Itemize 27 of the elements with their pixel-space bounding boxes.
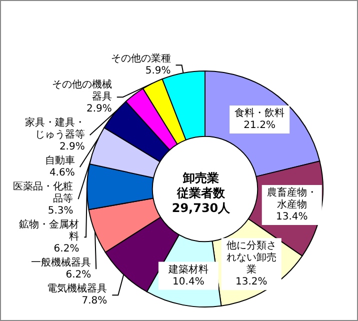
data-label: 5.9% (145, 66, 171, 77)
slice-label: 医薬品・化粧品等 (13, 180, 74, 205)
slice-label: 建築材料 (167, 263, 208, 276)
slice-label: 他に分類されない卸売業 (226, 240, 276, 276)
text: 29,730人 (172, 201, 232, 215)
slice-label: 一般機械器具 (31, 256, 92, 269)
slice-label: 食料・飲料 (234, 107, 285, 120)
data-label: 2.9% (59, 142, 85, 153)
slice-label: 農畜産物・水産物 (266, 186, 317, 211)
data-label: 7.8% (82, 296, 108, 307)
slice-label: その他の機械器具 (52, 78, 112, 103)
data-label: 6.2% (66, 270, 92, 281)
text: 従業者数 (176, 186, 226, 200)
data-label: 13.2% (236, 276, 268, 288)
data-label: 21.2% (244, 120, 276, 132)
data-label: 10.4% (172, 276, 204, 288)
slice-label: 電気機械器具 (47, 282, 108, 295)
data-label: 4.6% (49, 168, 75, 179)
slice-label: その他の業種 (110, 52, 171, 65)
data-label: 5.3% (48, 206, 74, 217)
data-label: 13.4% (276, 212, 308, 223)
slice-label: 自動車 (44, 154, 75, 167)
slice-label: 家具・建具・じゅう器等 (24, 116, 85, 141)
data-label: 2.9% (86, 104, 112, 115)
data-label: 6.2% (54, 244, 80, 255)
text: 卸売業 (182, 171, 219, 185)
slice-label: 鉱物・金属材料 (19, 218, 80, 243)
